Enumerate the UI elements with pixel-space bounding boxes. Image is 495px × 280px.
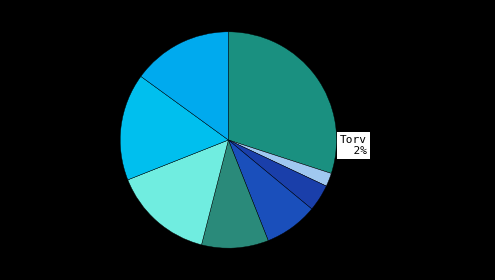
Wedge shape <box>201 140 268 248</box>
Wedge shape <box>120 76 228 180</box>
Wedge shape <box>228 140 326 209</box>
Wedge shape <box>228 32 337 173</box>
Wedge shape <box>228 140 312 241</box>
Text: Torv
  2%: Torv 2% <box>340 135 367 157</box>
Wedge shape <box>228 140 331 186</box>
Wedge shape <box>128 140 228 245</box>
Wedge shape <box>141 32 228 140</box>
